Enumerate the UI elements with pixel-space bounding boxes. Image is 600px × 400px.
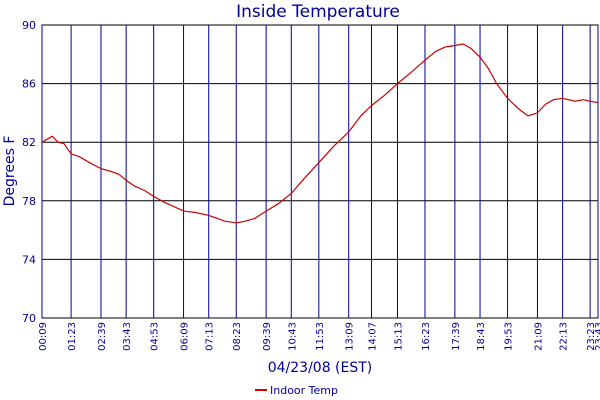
plot-frame: [41, 24, 599, 319]
x-axis-ticks: 00:09 01:23 02:39 03:43 04:53 06:09 07:13 08:23…: [38, 322, 600, 351]
x-axis-label: 04/23/08 (EST): [268, 360, 373, 376]
y-tick-label: 82: [22, 136, 36, 149]
legend-label: Indoor Temp: [270, 384, 338, 397]
plot-area: [41, 24, 599, 319]
x-tick-label: 15:13: [393, 322, 404, 351]
x-tick-label: 04:53: [150, 322, 161, 351]
x-tick-label: 21:09: [533, 322, 544, 351]
y-tick-label: 90: [22, 19, 36, 32]
x-tick-label: 23:43: [594, 322, 600, 351]
x-tick-label: 07:13: [205, 322, 216, 351]
x-tick-label: 18:43: [476, 322, 487, 351]
x-tick-label: 00:09: [38, 322, 49, 351]
y-tick-label: 86: [22, 78, 36, 91]
x-tick-label: 23:23: [586, 322, 597, 351]
x-tick-label: 08:23: [232, 322, 243, 351]
x-tick-label: 13:09: [345, 322, 356, 351]
x-tick-label: 06:09: [180, 322, 191, 351]
series-line-indoor-temp: [41, 43, 599, 224]
y-axis-label: Degrees F: [2, 136, 18, 207]
x-tick-label: 03:43: [122, 322, 133, 351]
y-axis-ticks: 70 74 78 82 86 90: [22, 19, 36, 325]
x-tick-label: 14:07: [368, 322, 379, 351]
x-tick-label: 22:13: [559, 322, 570, 351]
y-tick-label: 70: [22, 312, 36, 325]
x-tick-label: 01:23: [67, 322, 78, 351]
y-tick-label: 74: [22, 253, 36, 266]
y-tick-label: 78: [22, 195, 36, 208]
x-tick-label: 19:53: [504, 322, 515, 351]
x-tick-label: 02:39: [97, 322, 108, 351]
x-tick-label: 10:43: [287, 322, 298, 351]
chart-title: Inside Temperature: [236, 2, 400, 22]
x-tick-label: 17:39: [451, 322, 462, 351]
x-tick-label: 09:39: [262, 322, 273, 351]
legend: Indoor Temp: [255, 384, 338, 397]
x-tick-label: 16:23: [421, 322, 432, 351]
x-tick-label: 11:53: [315, 322, 326, 351]
